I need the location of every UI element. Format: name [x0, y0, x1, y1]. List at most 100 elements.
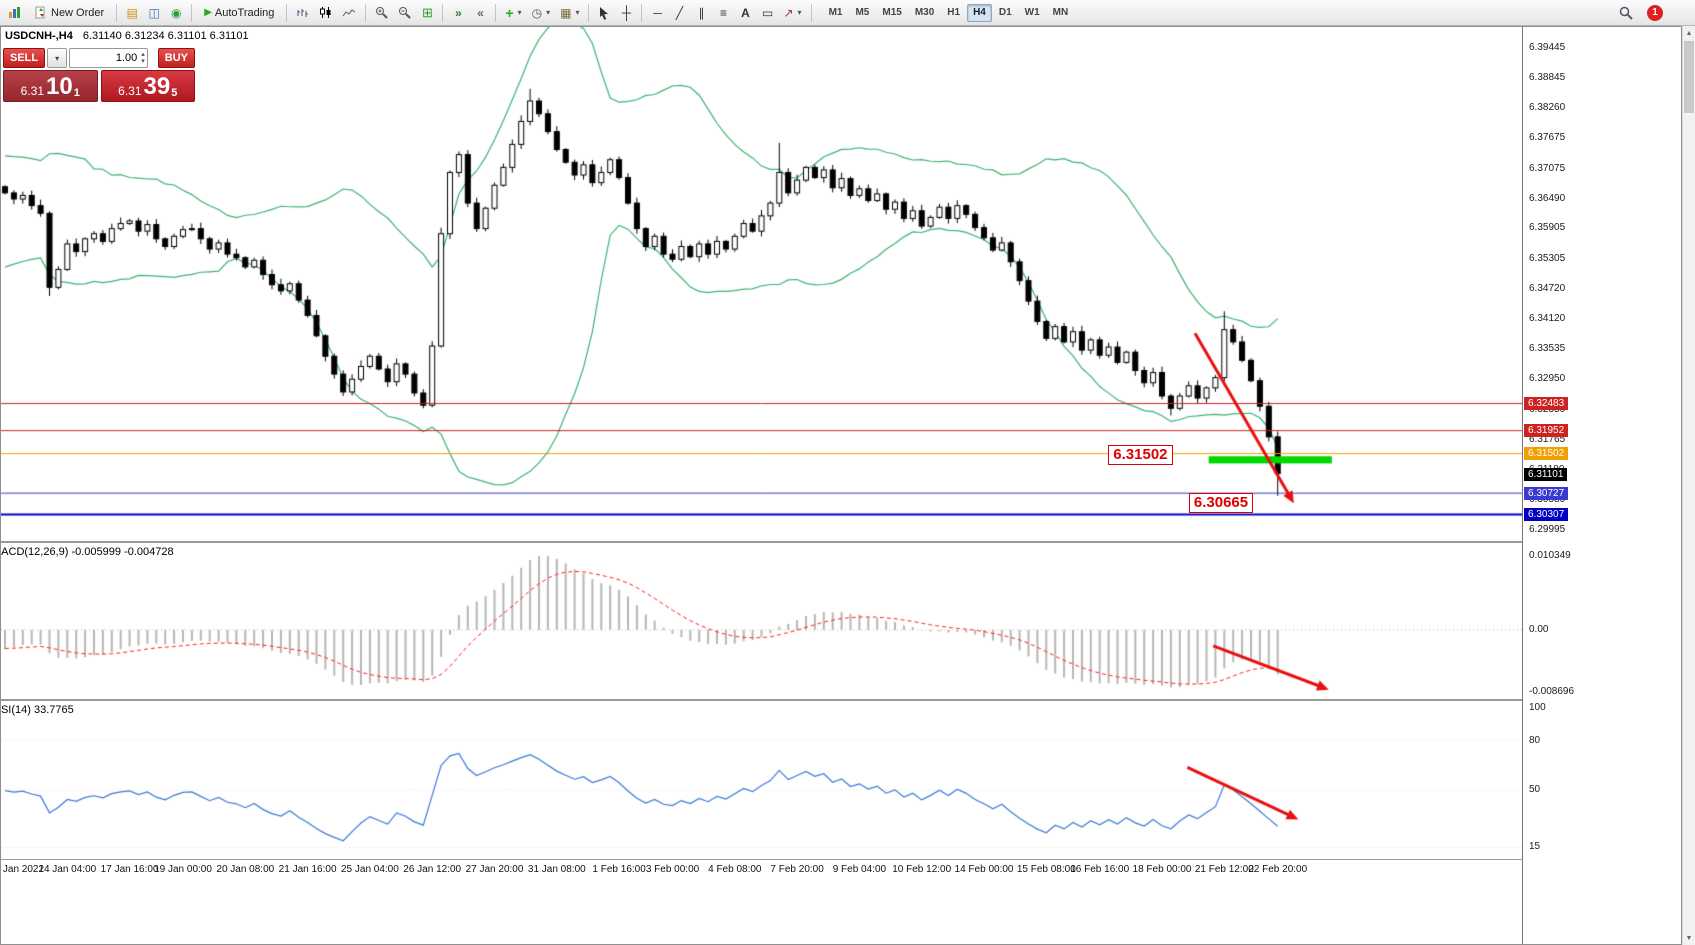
candlestick-button[interactable] — [315, 3, 336, 23]
timeframe-button-mn[interactable]: MN — [1047, 4, 1075, 22]
annotation-price-label: 6.30665 — [1188, 493, 1254, 514]
channel-button[interactable]: ∥ — [691, 3, 711, 23]
notification-badge[interactable]: 1 — [1647, 4, 1663, 21]
timeframe-button-m15[interactable]: M15 — [876, 4, 907, 22]
sell-price-button[interactable]: 6.31 10 1 — [3, 70, 98, 102]
add-indicator-icon: + — [505, 4, 514, 21]
toolbar-separator — [588, 3, 590, 22]
time-axis-label: 21 Jan 16:00 — [278, 864, 337, 875]
candlestick-icon — [320, 7, 331, 18]
time-axis-label: 25 Jan 04:00 — [340, 864, 399, 875]
volume-up-icon[interactable]: ▴ — [141, 51, 145, 58]
text-tool-button[interactable]: A — [735, 3, 755, 23]
timeframe-button-w1[interactable]: W1 — [1019, 4, 1046, 22]
chevron-down-icon: ▾ — [797, 8, 802, 17]
timeframe-button-m1[interactable]: M1 — [823, 4, 849, 22]
rsi-axis-tick: 15 — [1529, 841, 1541, 853]
time-axis-label: 27 Jan 20:00 — [465, 864, 524, 875]
charts-profile-icon: ▤ — [126, 5, 138, 20]
charts-profile-button[interactable]: ▤ — [122, 3, 142, 23]
templates-button[interactable]: ▦ ▾ — [556, 3, 583, 23]
scroll-up-icon[interactable]: ▲ — [1685, 29, 1693, 37]
rsi-panel: RSI(14) 33.7765 — [1, 701, 1522, 859]
sell-button[interactable]: SELL — [3, 48, 46, 68]
timeframe-button-h4[interactable]: H4 — [967, 3, 992, 22]
price-axis-tick: 6.38260 — [1529, 102, 1566, 114]
volume-value: 1.00 — [115, 52, 138, 64]
price-axis-tick: 6.37075 — [1529, 162, 1566, 174]
navigator-button[interactable]: ◉ — [166, 3, 186, 23]
new-order-icon — [35, 6, 45, 19]
new-order-button[interactable]: New Order — [28, 3, 111, 23]
macd-axis-tick: 0.00 — [1529, 623, 1549, 635]
horizontal-line-icon: ─ — [653, 5, 662, 20]
time-axis-label: 17 Jan 16:00 — [100, 864, 159, 875]
bottom-blank-area — [1, 880, 1681, 944]
crosshair-button[interactable]: ┼ — [616, 3, 636, 23]
level-price-marker: 6.31502 — [1524, 447, 1569, 461]
fibonacci-button[interactable]: ≡ — [713, 3, 733, 23]
vertical-scrollbar[interactable]: ▲ ▼ — [1682, 26, 1695, 945]
zoom-in-button[interactable] — [371, 3, 392, 23]
toolbar-separator — [810, 3, 812, 22]
price-axis-tick: 6.30580 — [1529, 494, 1566, 506]
macd-canvas[interactable] — [1, 543, 1522, 699]
time-axis-label: 26 Jan 12:00 — [403, 864, 462, 875]
autotrading-button[interactable]: ▶ AutoTrading — [197, 3, 281, 23]
order-type-dropdown[interactable]: ▾ — [47, 48, 68, 68]
price-chart-panel: USDCNH-,H4 6.31140 6.31234 6.31101 6.3110… — [1, 27, 1522, 541]
toolbar-separator — [442, 3, 444, 22]
timeframe-button-h1[interactable]: H1 — [941, 4, 966, 22]
price-axis-tick: 6.33535 — [1529, 343, 1566, 355]
zoom-out-icon — [399, 7, 412, 19]
price-axis-tick: 6.39445 — [1529, 41, 1566, 53]
scroll-down-icon[interactable]: ▼ — [1685, 934, 1693, 942]
market-watch-button[interactable]: ◫ — [144, 3, 164, 23]
rsi-canvas[interactable] — [1, 701, 1522, 859]
timeframe-button-m5[interactable]: M5 — [849, 4, 875, 22]
bar-chart-button[interactable] — [292, 3, 313, 23]
panel-separator[interactable] — [1, 699, 1681, 701]
rsi-axis-tick: 80 — [1529, 734, 1541, 746]
price-chart-canvas[interactable] — [1, 27, 1522, 541]
buy-price-button[interactable]: 6.31 39 5 — [100, 70, 195, 102]
line-chart-button[interactable] — [338, 3, 360, 23]
panel-separator[interactable] — [1, 541, 1681, 543]
templates-icon: ▦ — [560, 5, 572, 20]
level-price-marker: 6.30307 — [1524, 508, 1569, 522]
label-tool-icon: ▭ — [761, 5, 774, 20]
search-icon — [1619, 6, 1633, 20]
chart-window: USDCNH-,H4 6.31140 6.31234 6.31101 6.3110… — [0, 26, 1682, 945]
volume-input[interactable]: 1.00 ▴ ▾ — [69, 48, 148, 68]
chart-shift-button[interactable]: « — [470, 3, 490, 23]
scrollbar-thumb[interactable] — [1684, 41, 1694, 113]
time-axis-label: 31 Jan 08:00 — [527, 864, 586, 875]
timeframe-button-d1[interactable]: D1 — [993, 4, 1018, 22]
price-axis-tick: 6.38845 — [1529, 72, 1566, 84]
arrows-tool-button[interactable]: ↗ ▾ — [779, 3, 805, 23]
volume-down-icon[interactable]: ▾ — [141, 58, 145, 65]
time-axis-label: 14 Feb 00:00 — [954, 864, 1014, 875]
auto-scroll-button[interactable]: » — [448, 3, 468, 23]
search-button[interactable] — [1615, 3, 1637, 23]
tile-windows-button[interactable]: ⊞ — [417, 3, 437, 23]
buy-button[interactable]: BUY — [157, 48, 195, 68]
cursor-button[interactable] — [594, 3, 614, 23]
fibonacci-icon: ≡ — [719, 5, 727, 20]
zoom-out-button[interactable] — [394, 3, 415, 23]
timeframe-button-m30[interactable]: M30 — [909, 4, 940, 22]
price-scale[interactable]: 6.39445 6.38845 6.38260 6.37675 6.37075 6.364… — [1522, 27, 1681, 944]
add-indicator-button[interactable]: + ▾ — [501, 3, 525, 23]
volume-stepper: ▴ ▾ — [141, 51, 145, 65]
price-axis-tick: 6.35905 — [1529, 222, 1566, 234]
trendline-button[interactable]: ╱ — [669, 3, 689, 23]
horizontal-line-button[interactable]: ─ — [647, 3, 667, 23]
periods-button[interactable]: ◷ ▾ — [528, 3, 555, 23]
cursor-icon — [600, 6, 609, 20]
arrows-tool-icon: ↗ — [783, 5, 794, 20]
macd-indicator-label: MACD(12,26,9) -0.005999 -0.004728 — [1, 546, 174, 558]
macd-panel: MACD(12,26,9) -0.005999 -0.004728 — [1, 543, 1522, 699]
label-tool-button[interactable]: ▭ — [757, 3, 777, 23]
annotation-price-label: 6.31502 — [1108, 444, 1173, 465]
chevron-down-icon: ▾ — [55, 53, 60, 63]
